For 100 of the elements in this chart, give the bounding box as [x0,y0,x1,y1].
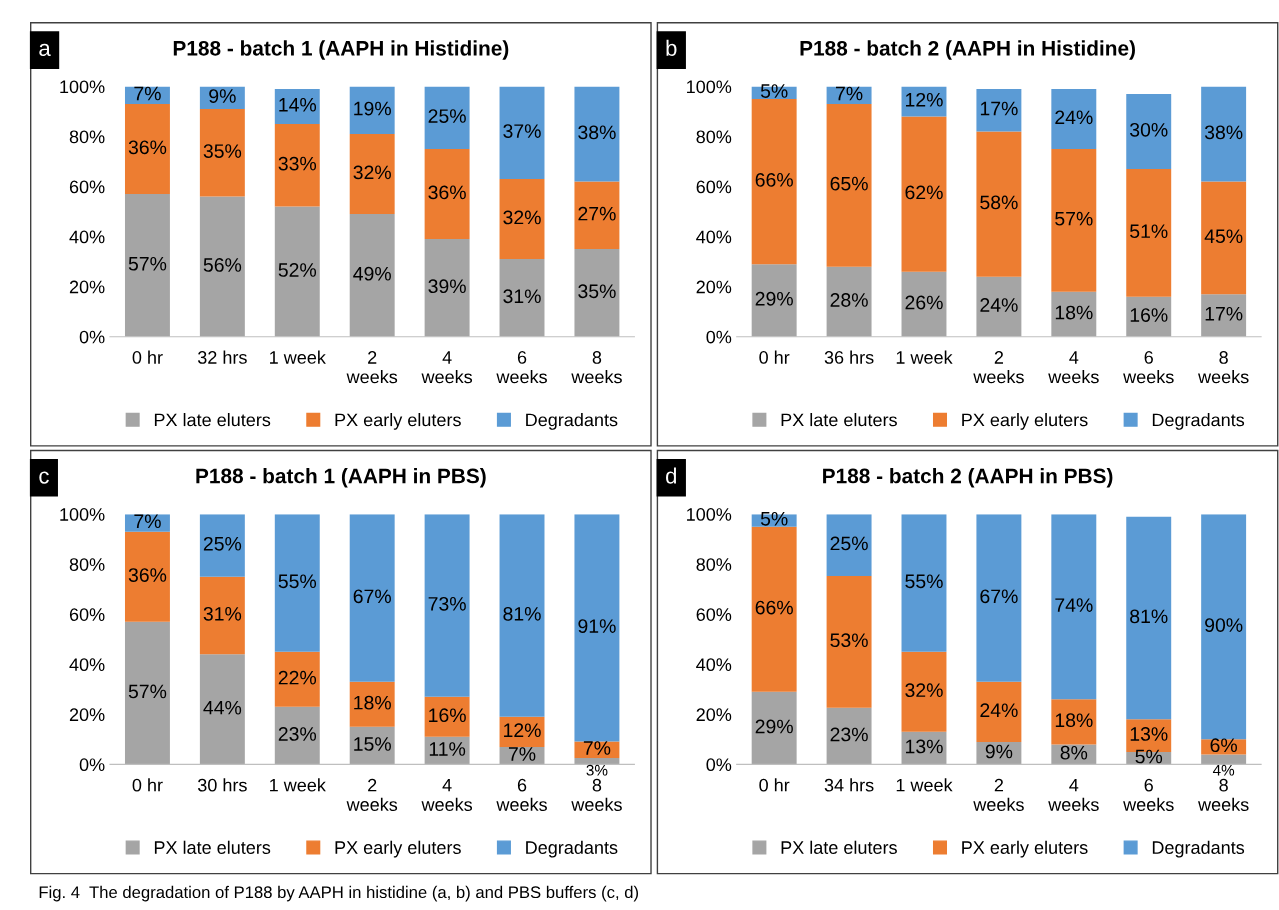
x-tick-label: 4 weeks [421,778,473,811]
bar [274,651,320,707]
legend-label: Degradants [1152,840,1245,858]
data-label: 81% [503,606,541,621]
data-label: 17% [1205,306,1243,321]
bar [124,531,170,622]
bar [124,194,170,337]
bar [1051,149,1097,292]
data-label: 90% [1205,618,1243,632]
bar [1051,88,1097,150]
legend-label: PX early eluters [335,413,461,430]
y-tick-label: 80% [69,558,105,571]
bar [199,514,245,577]
data-label: 24% [1055,110,1093,125]
data-label: 24% [980,703,1018,717]
data-label: 62% [905,185,943,200]
data-label: 49% [353,266,391,281]
bar [199,196,245,337]
data-label: 3% [586,764,608,776]
y-tick-label: 40% [696,230,732,244]
x-tick-label: 30 hrs [197,778,247,792]
bar [349,214,395,337]
data-label: 5% [760,84,788,98]
y-tick-label: 80% [69,130,105,144]
bar [124,621,170,765]
data-label: 52% [278,263,317,277]
y-tick-label: 20% [696,280,732,294]
data-label: 25% [428,109,466,123]
x-tick-label: 2 weeks [973,351,1024,384]
bar [826,103,872,267]
bar [349,514,395,682]
data-label: 26% [905,295,943,310]
legend-label: PX late eluters [154,413,271,427]
bar [976,514,1022,682]
data-label: 65% [830,176,868,191]
chart-title: P188 - batch 2 (AAPH in PBS) [823,468,1113,488]
data-label: 56% [203,258,242,272]
data-label: 35% [203,144,242,158]
legend-label: PX early eluters [962,413,1088,430]
x-tick-label: 2 weeks [973,778,1024,811]
x-tick-label: 1 week [896,350,953,364]
data-label: 7% [508,747,536,761]
legend-label: Degradants [1152,413,1245,430]
data-label: 29% [755,291,793,306]
bar [1126,93,1172,170]
x-tick-label: 6 weeks [1123,351,1174,384]
x-tick-label: 6 weeks [496,778,547,811]
text: b [666,39,677,57]
bar [1126,516,1172,720]
bar [274,706,320,765]
bar [901,651,947,732]
data-label: 13% [1130,727,1168,741]
data-label: 33% [278,156,317,171]
data-label: 57% [1055,211,1093,226]
bar [199,576,245,655]
data-label: 30% [1130,122,1168,137]
data-label: 35% [578,284,616,299]
legend-label: Degradants [526,413,618,430]
data-label: 25% [830,536,868,551]
data-label: 32% [905,683,943,698]
bar [124,103,170,195]
bar [826,575,872,708]
data-label: 31% [503,289,541,304]
bar [574,514,620,742]
bar [424,149,470,240]
data-label: 81% [1130,609,1168,624]
y-tick-label: 40% [69,230,105,244]
data-label: 7% [134,86,161,101]
data-label: 23% [278,727,317,741]
data-label: 57% [128,684,167,699]
data-label: 18% [354,695,391,710]
bar [901,514,947,652]
y-tick-label: 60% [696,608,732,621]
y-tick-label: 20% [69,708,105,722]
data-label: 13% [906,739,943,754]
text: a [39,43,51,57]
x-tick-label: 1 week [270,350,326,364]
bar [499,86,545,180]
y-tick-label: 100% [60,508,105,521]
data-label: 7% [836,86,863,101]
y-tick-label: 100% [687,80,732,94]
bar [1051,514,1097,700]
bar [1201,86,1247,182]
bar [976,88,1022,132]
data-label: 23% [830,727,868,742]
y-tick-label: 0% [79,758,105,772]
legend-label: PX late eluters [781,840,897,854]
x-tick-label: 4 weeks [1048,351,1099,384]
data-label: 73% [428,596,466,611]
data-label: 24% [980,298,1018,312]
data-label: 37% [503,124,541,138]
y-tick-label: 0% [706,758,732,772]
data-label: 38% [578,125,616,140]
y-tick-label: 60% [69,608,105,621]
data-label: 7% [134,514,161,529]
bar [751,691,797,765]
y-tick-label: 100% [687,508,732,521]
x-tick-label: 8 weeks [1198,778,1249,811]
y-tick-label: 20% [696,708,732,722]
y-tick-label: 60% [696,180,732,194]
